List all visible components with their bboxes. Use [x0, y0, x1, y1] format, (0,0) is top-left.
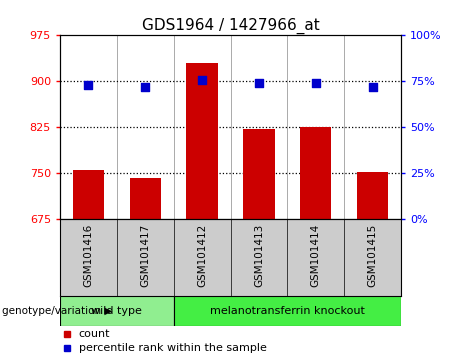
Text: GSM101412: GSM101412: [197, 223, 207, 286]
Bar: [60, 296, 174, 326]
Text: GSM101417: GSM101417: [140, 223, 150, 286]
Point: [142, 84, 149, 90]
Text: genotype/variation ▶: genotype/variation ▶: [2, 306, 112, 316]
Point: [85, 82, 92, 88]
Bar: [73, 170, 104, 219]
Point: [369, 84, 376, 90]
Text: GSM101413: GSM101413: [254, 223, 264, 286]
Bar: [357, 172, 388, 219]
Text: GSM101414: GSM101414: [311, 223, 321, 286]
Text: melanotransferrin knockout: melanotransferrin knockout: [210, 306, 365, 316]
Bar: [174, 296, 401, 326]
Text: GSM101415: GSM101415: [367, 223, 378, 286]
Text: count: count: [79, 329, 110, 339]
Text: wild type: wild type: [91, 306, 142, 316]
Bar: [300, 127, 331, 219]
Text: percentile rank within the sample: percentile rank within the sample: [79, 343, 266, 353]
Title: GDS1964 / 1427966_at: GDS1964 / 1427966_at: [142, 18, 319, 34]
Text: GSM101416: GSM101416: [83, 223, 94, 286]
Point: [312, 80, 319, 86]
Point: [255, 80, 263, 86]
Bar: [186, 63, 218, 219]
Bar: [243, 129, 275, 219]
Point: [198, 77, 206, 82]
Bar: [130, 178, 161, 219]
